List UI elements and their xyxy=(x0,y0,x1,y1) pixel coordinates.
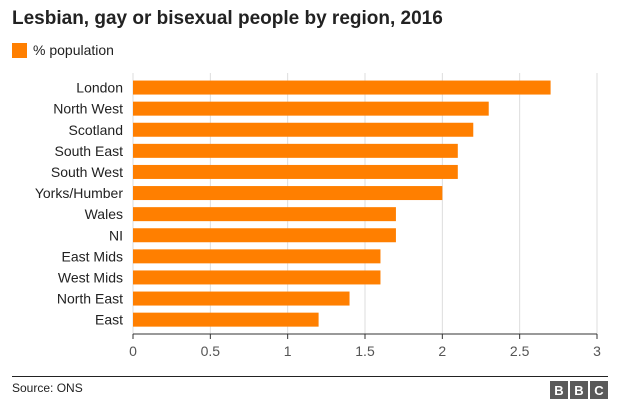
bar-chart: 0 0.5 1 1.5 2 2.5 3 London North West Scotland Sou… xyxy=(35,73,601,359)
bar xyxy=(133,270,381,285)
bar xyxy=(133,164,458,179)
legend-swatch xyxy=(12,42,27,58)
category-label: East Mids xyxy=(62,248,123,264)
bar xyxy=(133,228,396,243)
bar xyxy=(133,80,551,95)
legend-label: % population xyxy=(33,42,114,58)
x-tick-label: 1 xyxy=(284,343,292,359)
x-tick-label: 0 xyxy=(129,343,137,359)
category-label: East xyxy=(95,312,123,328)
bar xyxy=(133,312,319,327)
category-label: NI xyxy=(109,227,123,243)
bar xyxy=(133,207,396,222)
bar xyxy=(133,186,443,201)
bar xyxy=(133,143,458,158)
category-label: North East xyxy=(57,291,123,307)
category-label: Scotland xyxy=(69,122,123,138)
bar xyxy=(133,122,474,137)
bar xyxy=(133,101,489,116)
bar xyxy=(133,291,350,306)
category-label: Yorks/Humber xyxy=(35,185,124,201)
category-label: North West xyxy=(53,101,123,117)
footer-divider xyxy=(12,376,608,377)
bbc-logo-letter: B xyxy=(570,381,588,399)
category-label: South West xyxy=(51,164,123,180)
bar xyxy=(133,249,381,264)
bbc-logo-letter: B xyxy=(550,381,568,399)
chart-title: Lesbian, gay or bisexual people by regio… xyxy=(12,8,443,29)
category-label: London xyxy=(76,80,123,96)
x-tick-label: 3 xyxy=(593,343,601,359)
x-tick-label: 2.5 xyxy=(510,343,530,359)
category-label: West Mids xyxy=(58,269,123,285)
x-tick-label: 0.5 xyxy=(201,343,221,359)
legend: % population xyxy=(12,42,114,58)
source-note: Source: ONS xyxy=(12,381,83,395)
bbc-logo: B B C xyxy=(550,381,608,399)
x-tick-label: 1.5 xyxy=(355,343,375,359)
category-label: Wales xyxy=(85,206,123,222)
x-tick-label: 2 xyxy=(438,343,446,359)
bbc-logo-letter: C xyxy=(590,381,608,399)
category-label: South East xyxy=(55,143,124,159)
